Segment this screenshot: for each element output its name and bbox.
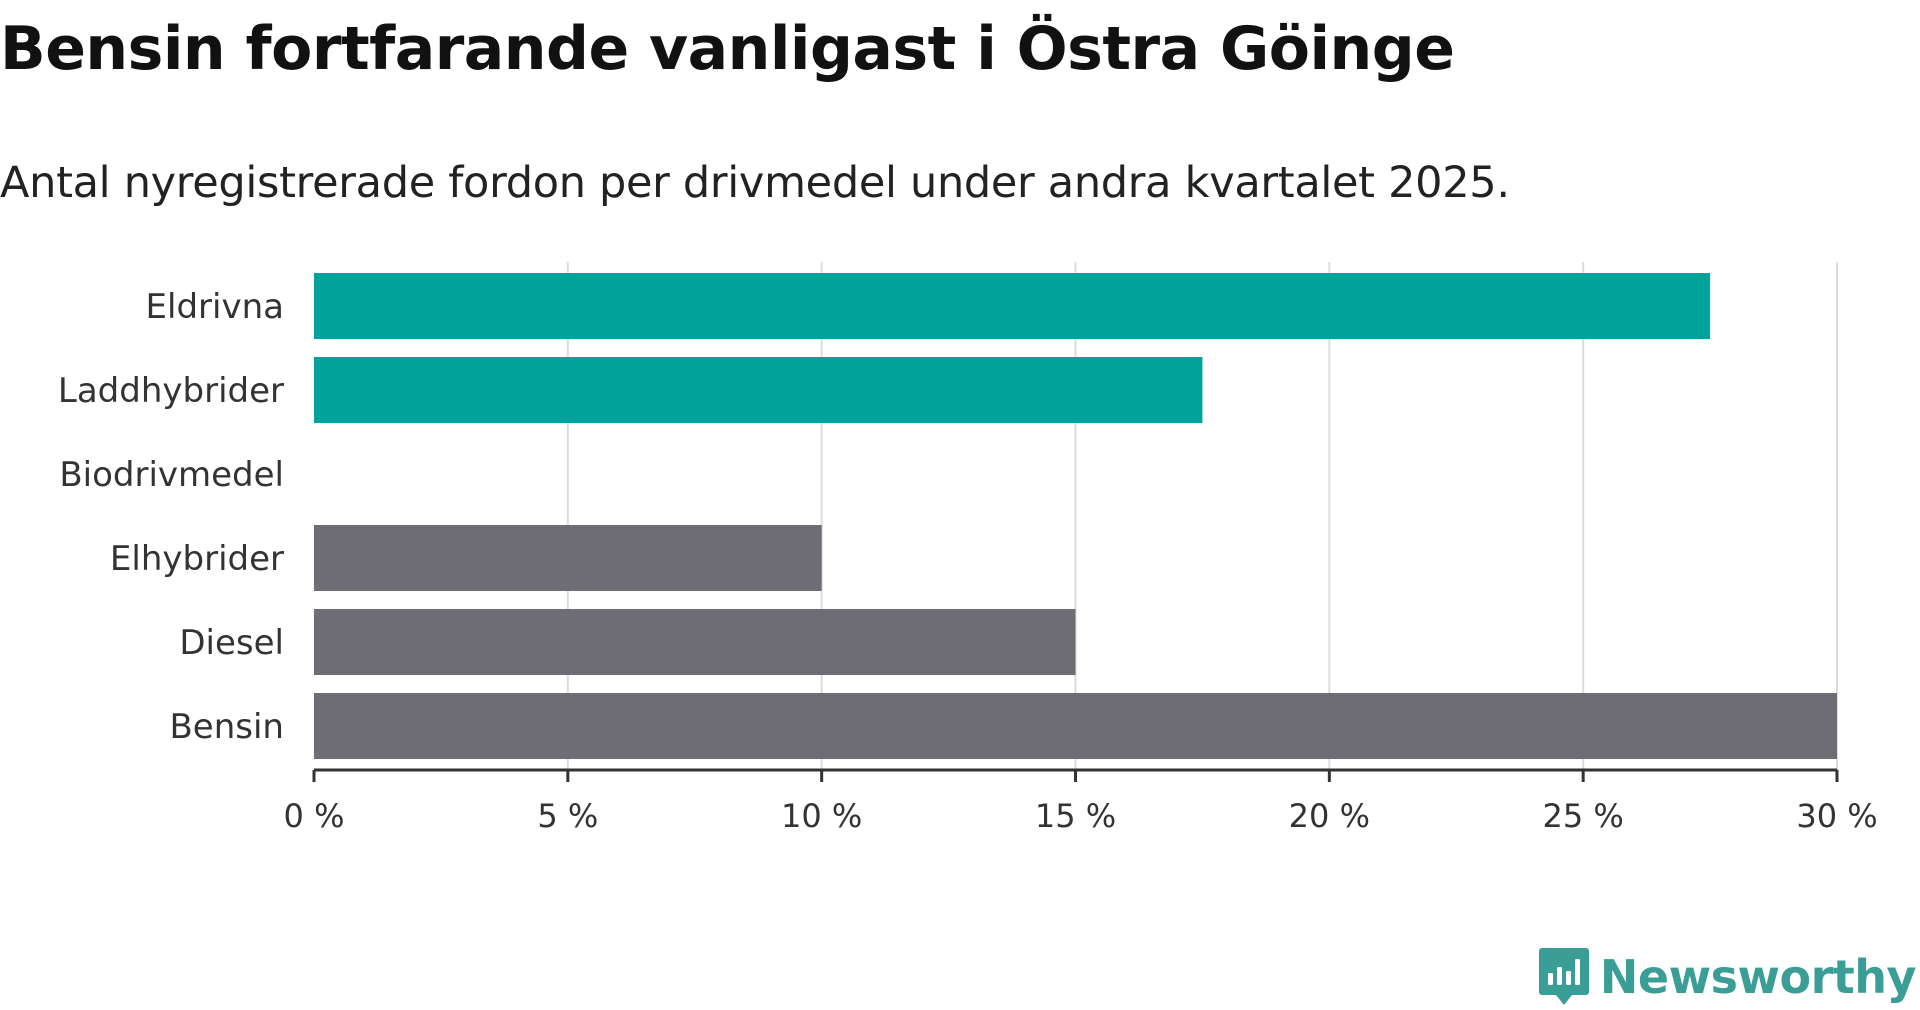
category-labels: Eldrivna Laddhybrider Biodrivmedel Elhybrid… [58,287,284,747]
category-label: Elhybrider [110,539,284,579]
bar-eldrivna [314,273,1711,339]
x-tick-label: 5 % [537,797,598,835]
bar-laddhybrider [314,357,1203,423]
chart-subtitle: Antal nyregistrerade fordon per drivmede… [0,158,1510,208]
category-label: Laddhybrider [58,371,284,411]
x-tick-label: 20 % [1289,797,1370,835]
chart-title: Bensin fortfarande vanligast i Östra Göi… [0,14,1455,84]
bars [314,273,1837,759]
category-label: Diesel [179,623,284,663]
x-tick-label: 0 % [284,797,345,835]
x-tick-label: 15 % [1035,797,1116,835]
brand-name: Newsworthy [1599,950,1917,1004]
category-label: Eldrivna [146,287,284,327]
bar-diesel [314,609,1076,675]
brand-logo: Newsworthy [1538,946,1917,1008]
bar-elhybrider [314,525,822,591]
gridlines [566,262,1838,770]
x-tick-label: 30 % [1796,797,1877,835]
category-label: Bensin [169,707,284,747]
bar-chart: Eldrivna Laddhybrider Biodrivmedel Elhybrid… [58,262,1878,835]
x-axis: 0 % 5 % 10 % 15 % 20 % 25 % 30 % [284,768,1878,835]
x-tick-label: 10 % [781,797,862,835]
category-label: Biodrivmedel [59,455,284,495]
x-tick-label: 25 % [1543,797,1624,835]
newsworthy-logo-icon [1538,948,1589,1005]
bar-bensin [314,693,1837,759]
